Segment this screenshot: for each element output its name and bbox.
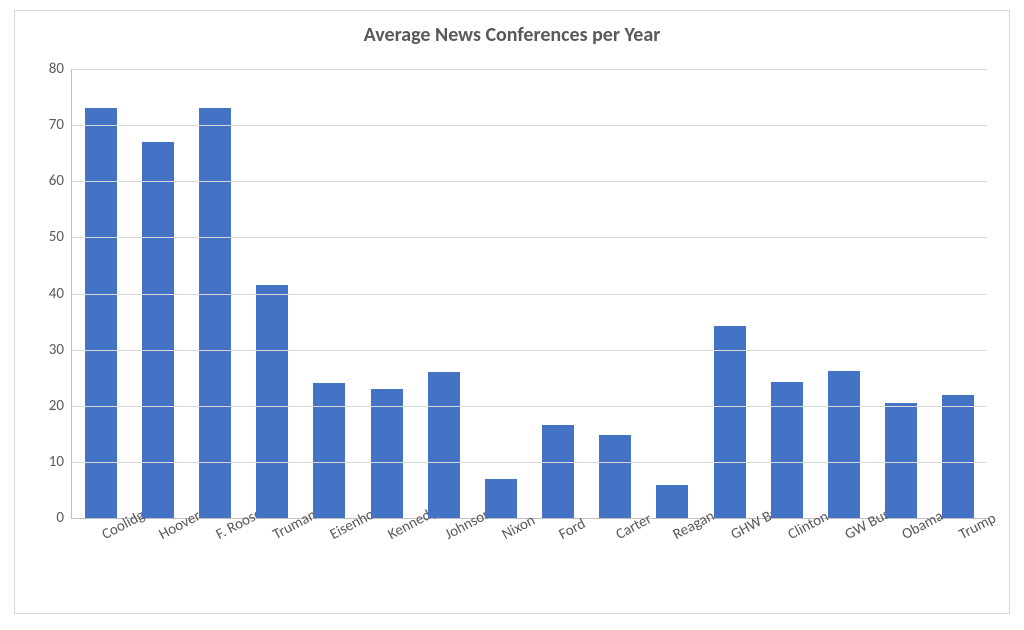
gridline (72, 69, 987, 70)
gridline (72, 294, 987, 295)
chart-frame: Average News Conferences per Year Coolid… (14, 10, 1010, 614)
plot-area: CoolidgeHooverF. RooseveltTrumanEisenhow… (71, 69, 987, 519)
gridline (72, 125, 987, 126)
bar (599, 435, 631, 518)
bar (828, 371, 860, 518)
bar (256, 285, 288, 518)
bar (656, 485, 688, 518)
gridline (72, 237, 987, 238)
bar (313, 383, 345, 518)
y-tick-label: 50 (49, 228, 72, 246)
y-tick-label: 0 (56, 509, 72, 527)
gridline (72, 406, 987, 407)
y-tick-label: 30 (49, 341, 72, 359)
y-tick-label: 20 (49, 397, 72, 415)
y-tick-label: 10 (49, 453, 72, 471)
bar (942, 395, 974, 518)
gridline (72, 181, 987, 182)
bar (428, 372, 460, 518)
gridline (72, 350, 987, 351)
bar (199, 108, 231, 518)
bar (485, 479, 517, 518)
chart-stage: { "chart": { "type": "bar", "title": "Av… (0, 0, 1024, 630)
bar (85, 108, 117, 518)
gridline (72, 462, 987, 463)
bar (771, 382, 803, 518)
bar (714, 326, 746, 518)
y-tick-label: 70 (49, 116, 72, 134)
y-tick-label: 40 (49, 285, 72, 303)
bar (371, 389, 403, 518)
y-tick-label: 60 (49, 172, 72, 190)
x-tick-label: Ford (556, 515, 589, 544)
chart-title: Average News Conferences per Year (15, 23, 1009, 47)
bar (542, 425, 574, 518)
y-tick-label: 80 (49, 60, 72, 78)
bar (885, 403, 917, 518)
